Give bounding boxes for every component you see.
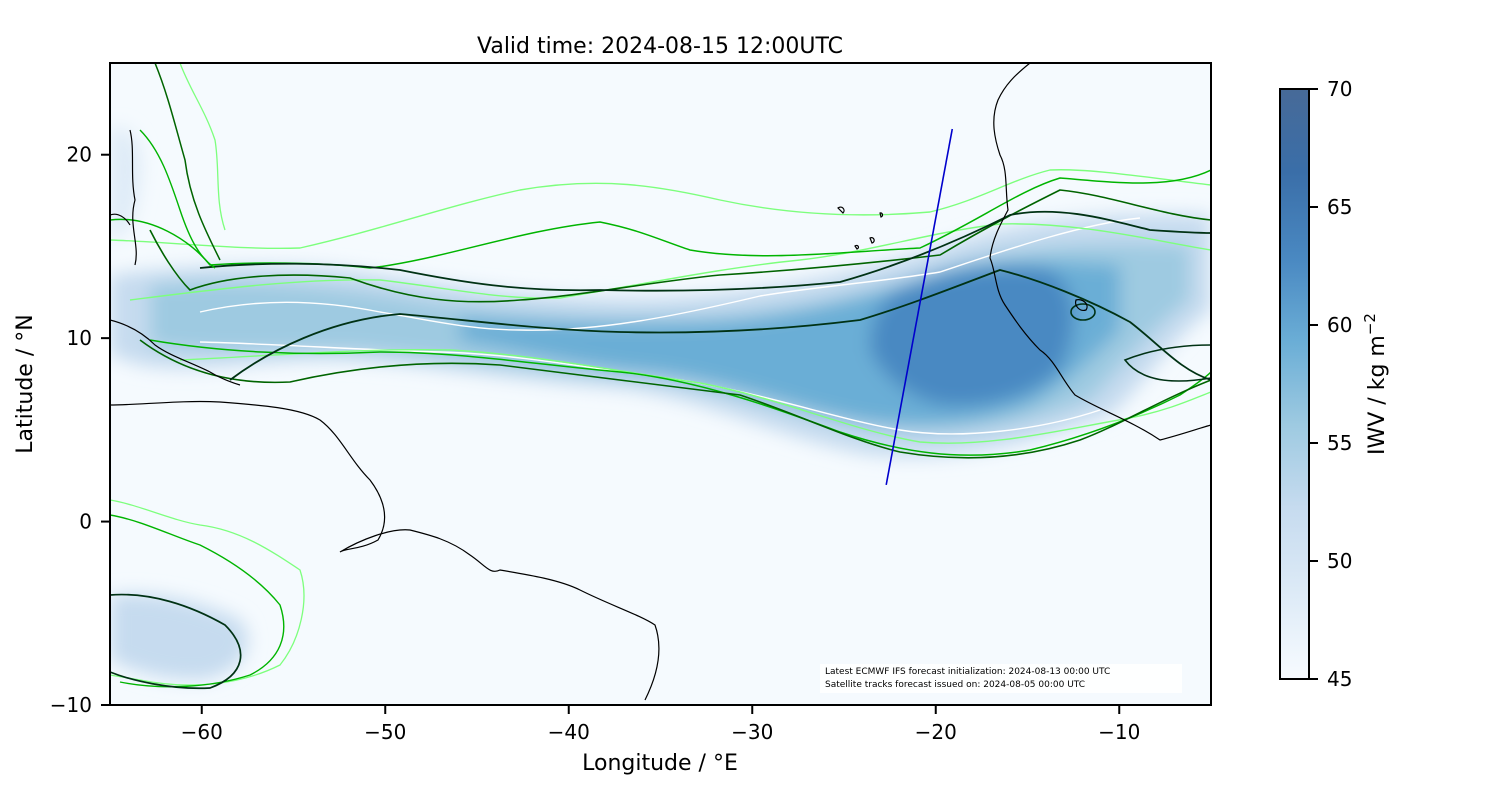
contour-white-north bbox=[199, 217, 1141, 331]
y-tick-label: 0 bbox=[79, 510, 92, 534]
colorbar-tick-label: 45 bbox=[1327, 667, 1352, 691]
y-tick-label: 10 bbox=[67, 326, 92, 350]
map-title: Valid time: 2024-08-15 12:00UTC bbox=[477, 34, 843, 59]
x-tick-label: −30 bbox=[731, 720, 773, 744]
x-tick-label: −60 bbox=[181, 720, 223, 744]
contour-green-north bbox=[110, 169, 1211, 269]
contour-dark-green-north bbox=[149, 189, 1211, 303]
contour-light-green-mid bbox=[129, 223, 1211, 301]
colorbar-tick-label: 50 bbox=[1327, 549, 1352, 573]
contour-light-green-north bbox=[110, 169, 1211, 249]
annotation-line-2: Satellite tracks forecast issued on: 202… bbox=[825, 680, 1085, 690]
contour-sw-dark bbox=[110, 593, 242, 690]
contour-sw-green bbox=[110, 514, 285, 688]
coastlines bbox=[110, 63, 1211, 701]
contour-dark-green-south bbox=[139, 339, 1211, 459]
colorbar-label-exponent: −2 bbox=[1361, 313, 1379, 335]
colorbar-tick-label: 65 bbox=[1327, 195, 1352, 219]
coast-island-bijagos bbox=[1075, 299, 1088, 311]
coast-island-a bbox=[110, 213, 131, 226]
x-tick-label: −50 bbox=[364, 720, 406, 744]
annotation-line-1: Latest ECMWF IFS forecast initialization… bbox=[825, 667, 1110, 677]
x-tick-label: −40 bbox=[548, 720, 590, 744]
contour-black-south bbox=[229, 269, 1211, 381]
colorbar: 45 50 55 60 65 70 IWV / kg m−2 bbox=[1279, 77, 1390, 691]
coast-island-cape-verde-a bbox=[837, 206, 845, 214]
coast-caribbean-islands bbox=[129, 129, 137, 266]
y-tick-label: 20 bbox=[67, 143, 92, 167]
x-tick-label: −20 bbox=[915, 720, 957, 744]
colorbar-label: IWV / kg m−2 bbox=[1361, 313, 1390, 455]
contour-light-green-south bbox=[179, 348, 1211, 444]
contour-east-lobe bbox=[1123, 344, 1211, 382]
x-axis-label: Longitude / °E bbox=[582, 751, 738, 776]
satellite-track-line bbox=[885, 128, 954, 486]
contour-island-ring bbox=[1070, 303, 1096, 321]
coast-island-cape-verde-d bbox=[854, 244, 860, 250]
y-axis-ticks: 20 10 0 −10 bbox=[50, 143, 110, 717]
colorbar-frame bbox=[1279, 88, 1310, 680]
coast-island-cape-verde-c bbox=[879, 212, 884, 218]
coast-venezuela bbox=[110, 319, 241, 386]
x-tick-label: −10 bbox=[1098, 720, 1140, 744]
colorbar-tick-label: 60 bbox=[1327, 313, 1352, 337]
contour-nw-green bbox=[139, 129, 216, 269]
y-axis-label: Latitude / °N bbox=[13, 314, 38, 453]
coast-africa-west bbox=[989, 63, 1211, 441]
iwv-contours bbox=[110, 63, 1211, 690]
map-panel: Latest ECMWF IFS forecast initialization… bbox=[13, 62, 1212, 776]
contour-black-north bbox=[199, 210, 1211, 292]
colorbar-ticks: 45 50 55 60 65 70 bbox=[1309, 77, 1352, 691]
contour-nw-dark bbox=[154, 63, 221, 261]
x-axis-ticks: −60 −50 −40 −30 −20 −10 bbox=[181, 705, 1140, 744]
contour-nw-light bbox=[179, 63, 226, 231]
forecast-annotation: Latest ECMWF IFS forecast initialization… bbox=[820, 664, 1182, 693]
map-frame bbox=[109, 62, 1212, 706]
coast-island-cape-verde-b bbox=[869, 237, 875, 244]
colorbar-label-text: IWV / kg m bbox=[1365, 335, 1390, 455]
y-tick-label: −10 bbox=[50, 693, 92, 717]
colorbar-tick-label: 55 bbox=[1327, 431, 1352, 455]
colorbar-gradient bbox=[1280, 89, 1309, 679]
coast-south-america bbox=[110, 400, 660, 701]
colorbar-tick-label: 70 bbox=[1327, 77, 1352, 101]
